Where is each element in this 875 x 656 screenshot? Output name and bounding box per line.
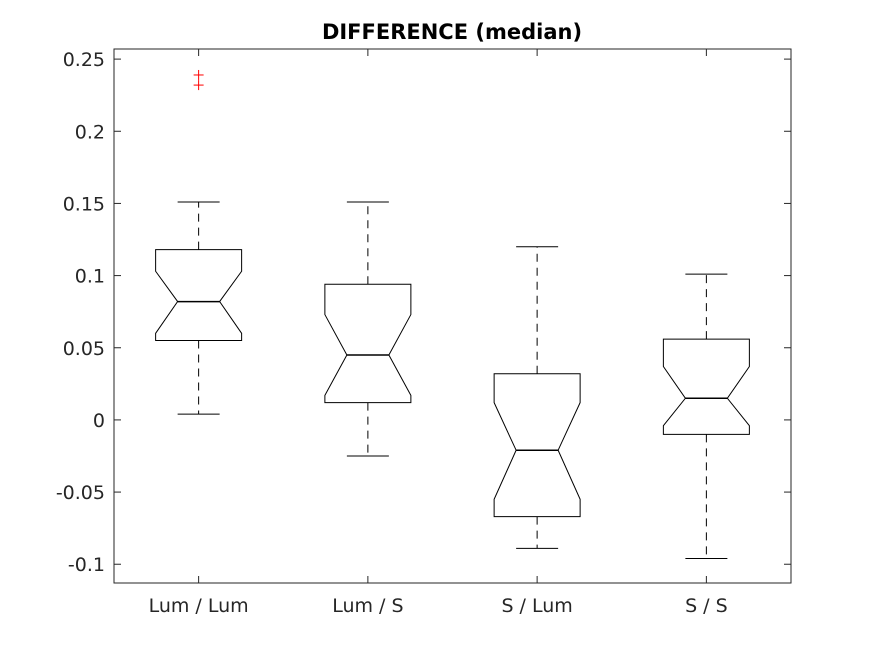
x-tick-label: Lum / Lum (149, 595, 249, 617)
notched-box (324, 283, 412, 404)
y-tick-label: 0.15 (63, 193, 105, 215)
y-tick-label: 0.1 (75, 266, 105, 288)
notched-box (155, 249, 243, 342)
plot-frame (113, 48, 792, 584)
notched-box (493, 373, 581, 518)
y-tick-label: 0 (93, 410, 105, 432)
y-tick-label: 0.05 (63, 338, 105, 360)
y-tick-label: 0.25 (63, 49, 105, 71)
x-tick-label: S / Lum (501, 595, 572, 617)
plot-area: -0.1 -0.05 0 0.05 0.1 0.15 0.2 0.25 Lum / Lum Lum… (56, 48, 792, 617)
chart-title: DIFFERENCE (median) (322, 20, 582, 44)
x-tick-label: S / S (685, 595, 728, 617)
notched-box (662, 338, 750, 435)
x-tick-label: Lum / S (332, 595, 403, 617)
y-tick-label: -0.05 (56, 482, 105, 504)
y-tick-label: -0.1 (68, 554, 105, 576)
y-tick-label: 0.2 (75, 121, 105, 143)
